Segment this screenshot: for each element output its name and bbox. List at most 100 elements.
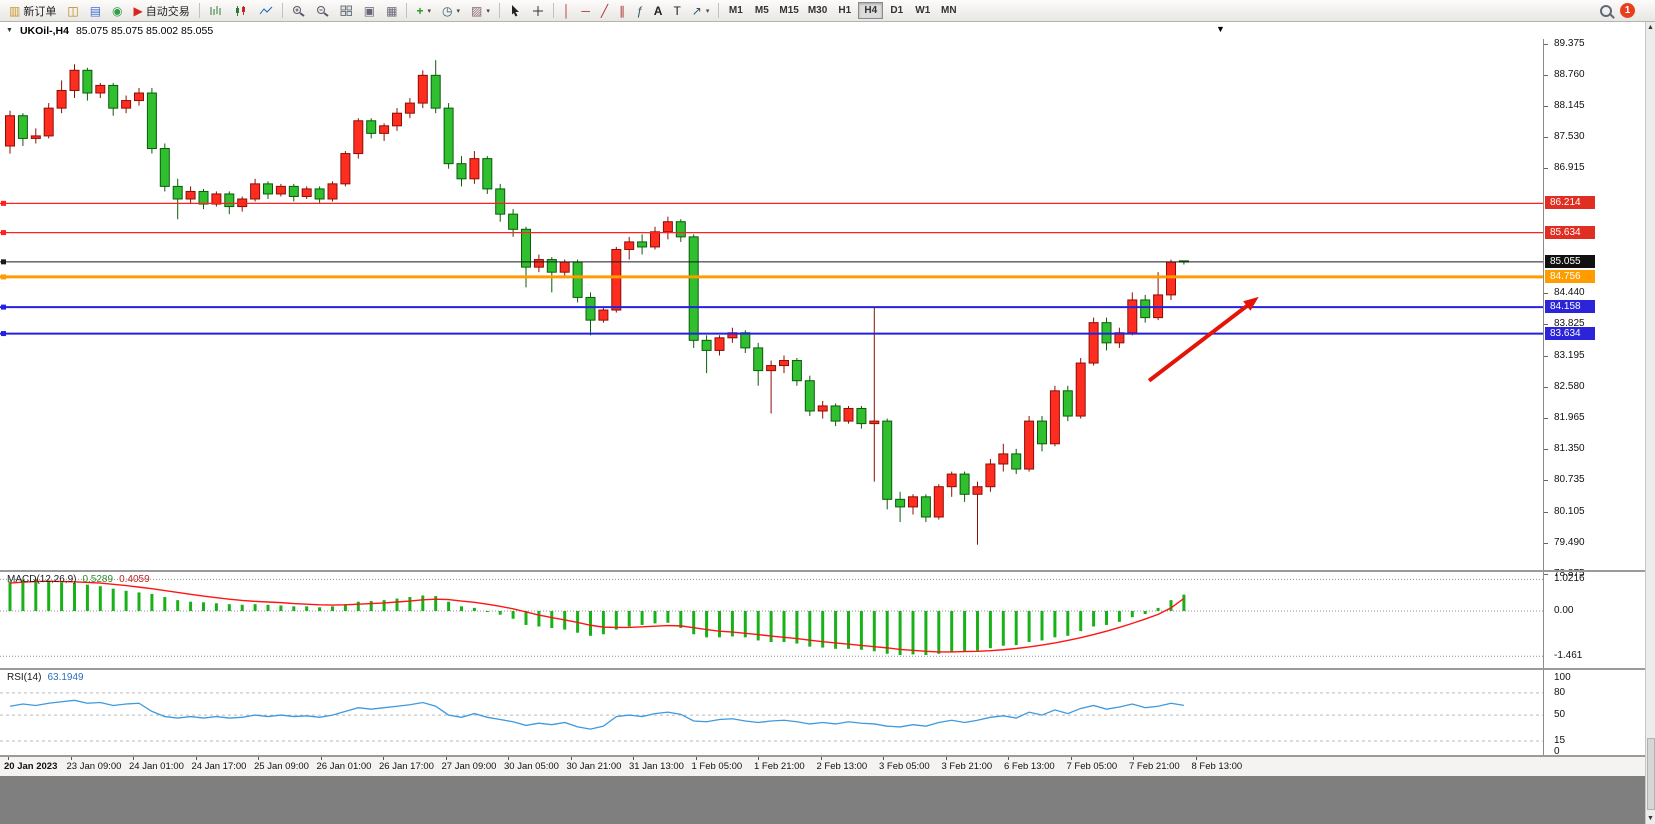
- price-axis[interactable]: 89.375 88.760 88.145 87.530 86.915 84.440 83.8…: [1543, 22, 1645, 776]
- time-axis-label: 25 Jan 09:00: [254, 761, 309, 772]
- autotrade-button[interactable]: ▶ 自动交易: [129, 1, 195, 20]
- price-axis-tick: [1544, 292, 1548, 294]
- new-order-button[interactable]: ▥ 新订单: [4, 1, 61, 20]
- arrows-tool-button[interactable]: ↗ ▾: [687, 1, 715, 20]
- timeframe-button-mn[interactable]: MN: [936, 2, 961, 19]
- channel-button[interactable]: ∥: [614, 1, 630, 20]
- search-icon[interactable]: [1600, 4, 1612, 17]
- toolbar-right-group: 1: [1600, 3, 1651, 18]
- text-button[interactable]: A: [649, 1, 668, 20]
- rsi-panel[interactable]: [0, 670, 1543, 755]
- price-axis-tick: [1544, 136, 1548, 138]
- bar-chart-button[interactable]: [204, 1, 228, 20]
- label-button[interactable]: T: [668, 1, 685, 20]
- time-axis-tick: [1133, 757, 1134, 760]
- cascade-windows-button[interactable]: ▣: [359, 1, 380, 20]
- bottom-filler: [0, 776, 1655, 824]
- scroll-down-icon[interactable]: ▼: [1647, 815, 1654, 822]
- time-axis-tick: [1195, 757, 1197, 760]
- price-axis-tick: [1544, 105, 1548, 107]
- arrange-windows-button[interactable]: ▦: [381, 1, 402, 20]
- price-axis-label: 83.195: [1554, 349, 1585, 361]
- timeframe-button-d1[interactable]: D1: [884, 2, 909, 19]
- profiles-icon: ▤: [89, 3, 102, 18]
- sound-button[interactable]: ◉: [107, 1, 127, 20]
- panel-divider[interactable]: [0, 668, 1655, 670]
- price-badge: 85.055: [1545, 254, 1595, 268]
- time-axis-tick: [945, 757, 947, 760]
- tile-windows-icon: [340, 5, 352, 16]
- time-axis-tick: [1070, 757, 1072, 760]
- line-chart-button[interactable]: [254, 1, 278, 20]
- price-axis-label: 80.105: [1554, 505, 1585, 517]
- panel-divider[interactable]: [0, 570, 1655, 572]
- tile-windows-button[interactable]: [335, 1, 358, 20]
- horizontal-line-button[interactable]: ─: [576, 1, 595, 20]
- template-icon: ▨: [470, 3, 483, 18]
- time-axis-label: 1 Feb 21:00: [754, 761, 805, 772]
- toolbar-separator: [281, 3, 283, 18]
- cascade-windows-icon: ▣: [363, 3, 376, 18]
- price-axis-tick: [1544, 355, 1548, 357]
- bar-chart-icon: [210, 5, 221, 15]
- zoom-in-icon: [292, 5, 305, 17]
- cursor-button[interactable]: [504, 1, 526, 20]
- scroll-up-icon[interactable]: ▲: [1647, 24, 1654, 31]
- candlestick-chart[interactable]: [0, 39, 1543, 570]
- price-axis-tick: [1544, 386, 1548, 388]
- price-axis-tick: [1544, 43, 1548, 45]
- time-axis-label: 26 Jan 01:00: [316, 761, 372, 772]
- price-axis-label: 84.440: [1554, 286, 1585, 298]
- time-axis-tick: [883, 757, 884, 760]
- macd-panel[interactable]: [0, 572, 1543, 668]
- chart-window: ▼ UKOil-,H4 85.075 85.075 85.002 85.055 …: [0, 22, 1655, 824]
- vertical-line-button[interactable]: │: [558, 1, 576, 20]
- chart-icon: ◫: [67, 3, 79, 18]
- collapse-icon[interactable]: ▼: [6, 27, 13, 34]
- price-axis-tick: [1544, 573, 1548, 575]
- time-axis-tick: [195, 757, 197, 760]
- notification-badge[interactable]: 1: [1620, 3, 1635, 18]
- price-axis-tick: [1544, 479, 1548, 481]
- candlestick-chart-button[interactable]: [229, 1, 253, 20]
- rsi-axis-label: 100: [1554, 672, 1571, 684]
- chevron-down-icon: ▾: [456, 7, 460, 15]
- text-icon: A: [653, 3, 663, 18]
- timeframe-button-m1[interactable]: M1: [723, 2, 748, 19]
- rsi-axis-label: 15: [1554, 734, 1566, 746]
- time-axis-tick: [633, 757, 634, 760]
- price-axis-tick: [1544, 417, 1548, 419]
- indicators-button[interactable]: + ▾: [411, 1, 436, 20]
- time-axis-label: 30 Jan 05:00: [504, 761, 559, 772]
- timeframe-button-m30[interactable]: M30: [804, 2, 831, 19]
- fibonacci-button[interactable]: ƒ: [631, 1, 648, 20]
- templates-button[interactable]: ▨ ▾: [466, 1, 495, 20]
- scrollbar-thumb[interactable]: [1647, 738, 1655, 810]
- panel-divider[interactable]: [0, 755, 1655, 757]
- charts-button[interactable]: ◫: [62, 1, 83, 20]
- periods-button[interactable]: ◷ ▾: [437, 1, 465, 20]
- chart-symbol-period: UKOil-,H4: [19, 24, 69, 37]
- price-axis-tick: [1544, 323, 1548, 325]
- time-axis[interactable]: 20 Jan 2023 23 Jan 09:00 24 Jan 01:00 24 Ja…: [0, 757, 1655, 776]
- macd-label: MACD(12,26,9) 0.5289 0.4059: [7, 574, 150, 585]
- zoom-out-icon: [316, 5, 329, 17]
- zoom-out-button[interactable]: [311, 1, 334, 20]
- timeframe-button-h1[interactable]: H1: [832, 2, 857, 19]
- timeframe-button-m15[interactable]: M15: [775, 2, 802, 19]
- timeframe-button-h4[interactable]: H4: [858, 2, 884, 19]
- chart-title-bar: ▼ UKOil-,H4 85.075 85.075 85.002 85.055: [0, 22, 1549, 39]
- trendline-button[interactable]: ╱: [596, 1, 613, 20]
- timeframe-button-w1[interactable]: W1: [910, 2, 935, 19]
- timeframe-button-m5[interactable]: M5: [749, 2, 774, 19]
- profiles-button[interactable]: ▤: [85, 1, 106, 20]
- time-axis-label: 6 Feb 13:00: [1004, 761, 1055, 772]
- crosshair-button[interactable]: [527, 1, 549, 20]
- price-badge: 83.634: [1545, 326, 1595, 340]
- zoom-in-button[interactable]: [287, 1, 310, 20]
- vertical-scrollbar[interactable]: ▲ ▼: [1645, 22, 1655, 824]
- clock-icon: ◷: [441, 3, 453, 18]
- channel-icon: ∥: [619, 3, 626, 18]
- price-axis-label: 88.760: [1554, 68, 1585, 80]
- chart-shift-marker[interactable]: ▼: [1216, 24, 1225, 34]
